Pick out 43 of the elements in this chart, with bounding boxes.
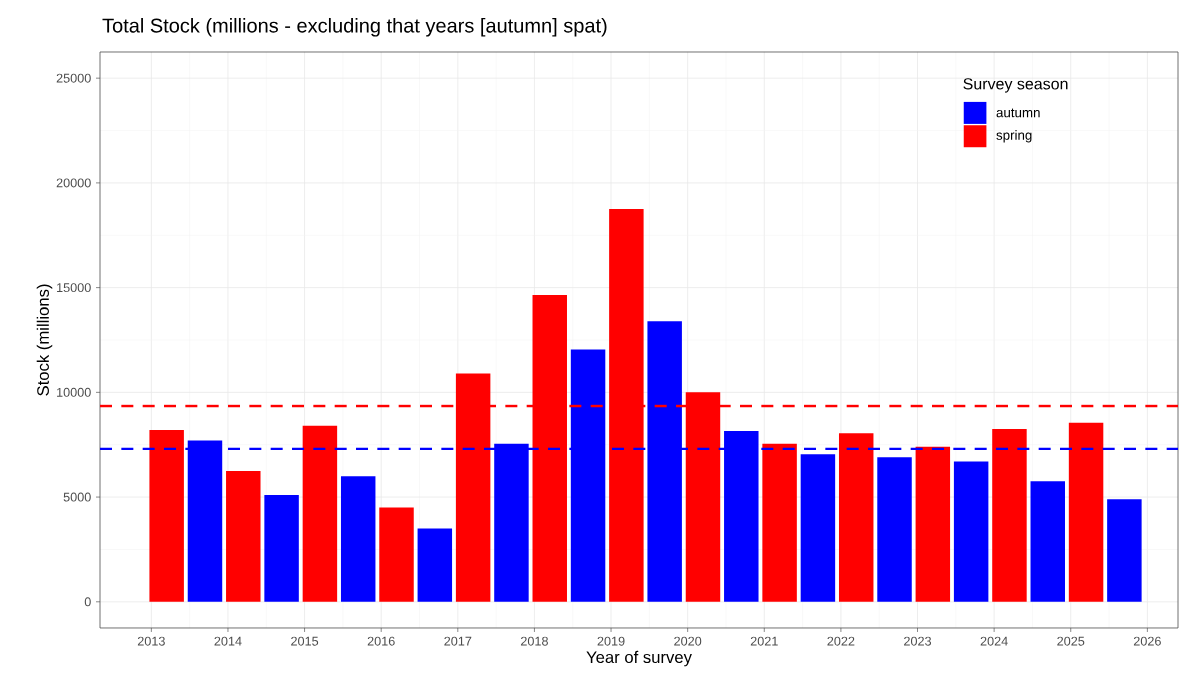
x-tick-label: 2015	[291, 636, 319, 646]
bar	[264, 494, 299, 602]
y-tick-label: 20000	[56, 178, 91, 188]
bar	[340, 476, 376, 602]
y-tick-label: 0	[84, 597, 91, 607]
bar	[1030, 481, 1065, 602]
y-axis-title: Stock (millions)	[36, 284, 53, 396]
x-tick-label: 2018	[520, 636, 548, 646]
bar	[762, 443, 797, 602]
bar	[915, 446, 951, 602]
chart-title: Total Stock (millions - excluding that years [autumn] spat)	[102, 17, 607, 37]
legend-title: Survey season	[963, 78, 1068, 93]
x-tick-label: 2026	[1133, 636, 1161, 646]
bar	[838, 433, 874, 602]
bar	[417, 528, 453, 602]
x-tick-label: 2014	[214, 636, 242, 646]
x-tick-label: 2017	[444, 636, 472, 646]
bar	[226, 470, 261, 602]
x-tick-label: 2023	[904, 636, 932, 646]
bar	[992, 429, 1027, 602]
y-tick-label: 5000	[63, 492, 91, 502]
bar	[1068, 422, 1104, 602]
y-tick-label: 25000	[56, 73, 91, 83]
legend-label: spring	[996, 130, 1032, 143]
y-tick-label: 15000	[57, 283, 91, 293]
x-tick-label: 2021	[750, 636, 778, 646]
x-axis-title: Year of survey	[586, 650, 692, 667]
x-tick-label: 2019	[597, 636, 625, 646]
bar	[1107, 499, 1142, 602]
y-tick-label: 10000	[57, 387, 91, 397]
x-tick-label: 2020	[674, 636, 702, 646]
bar	[877, 457, 912, 602]
legend-label: autumn	[996, 108, 1040, 118]
bar	[379, 507, 414, 602]
x-tick-label: 2025	[1057, 636, 1085, 646]
bar	[149, 430, 184, 602]
bar	[302, 425, 338, 602]
x-tick-label: 2013	[137, 636, 165, 646]
x-tick-label: 2022	[827, 636, 855, 646]
bar	[800, 454, 836, 602]
bar	[953, 461, 989, 602]
x-tick-label: 2016	[367, 636, 395, 646]
x-tick-label: 2024	[980, 636, 1008, 646]
